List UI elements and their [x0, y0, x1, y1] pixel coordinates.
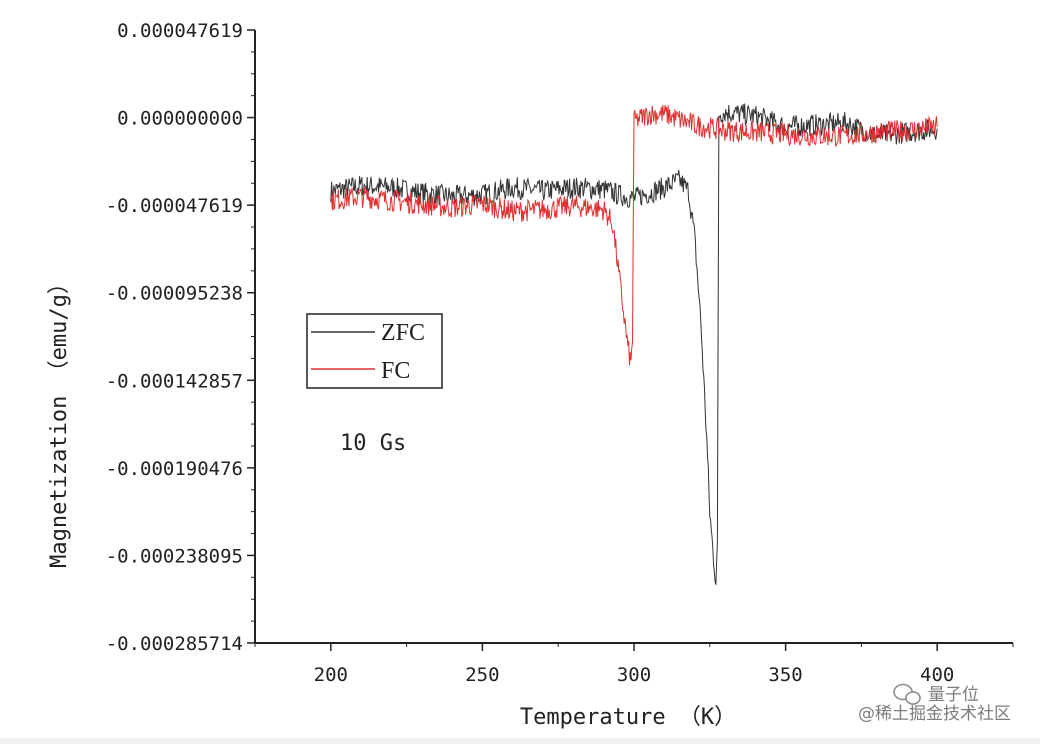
y-tick-label: -0.000047619 — [106, 195, 243, 217]
y-ticks: 0.000047619 0.000000000 -0.000047619 -0.000… — [106, 20, 255, 655]
field-annotation: 10 Gs — [340, 431, 406, 456]
x-tick-label: 250 — [465, 664, 499, 686]
legend: ZFC FC — [306, 313, 443, 389]
y-tick-label: -0.000285714 — [106, 633, 243, 655]
series-line-zfc — [330, 103, 938, 585]
wechat-icon — [893, 683, 921, 705]
legend-label-fc: FC — [381, 358, 410, 384]
watermark: 量子位 @稀土掘金技术社区 — [858, 683, 1011, 724]
bottom-bar — [0, 738, 1040, 744]
y-tick-label: -0.000238095 — [106, 545, 243, 567]
legend-box — [306, 313, 443, 389]
y-tick-label: -0.000142857 — [106, 370, 243, 392]
legend-label-zfc: ZFC — [381, 320, 425, 346]
x-tick-label: 200 — [314, 664, 348, 686]
y-tick-label: 0.000000000 — [117, 108, 243, 130]
y-axis-title: Magnetization （emu/g） — [47, 272, 72, 568]
x-tick-label: 350 — [768, 664, 802, 686]
x-axis-title: Temperature （K） — [520, 705, 736, 730]
y-tick-label: -0.000095238 — [106, 283, 243, 305]
watermark-title: 量子位 — [928, 685, 979, 705]
series-group — [330, 103, 938, 585]
x-ticks: 200 250 300 350 400 — [254, 643, 1014, 686]
y-tick-label: -0.000190476 — [106, 458, 243, 480]
watermark-subtitle: @稀土掘金技术社区 — [858, 704, 1011, 724]
x-tick-label: 300 — [617, 664, 651, 686]
series-line-fc — [330, 104, 938, 366]
y-tick-label: 0.000047619 — [117, 20, 243, 42]
x-tick-label: 400 — [920, 664, 954, 686]
